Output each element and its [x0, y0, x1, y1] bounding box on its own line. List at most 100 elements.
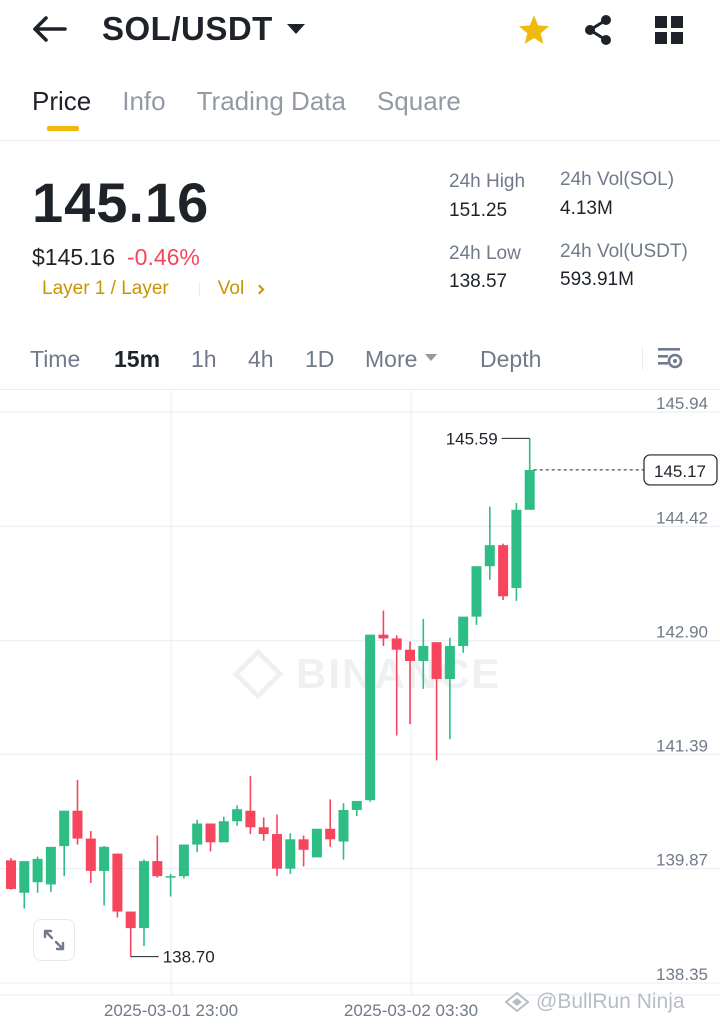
candle-body — [272, 834, 282, 869]
y-axis-label: 141.39 — [656, 736, 708, 755]
y-axis-label: 138.35 — [656, 965, 708, 984]
candle-body — [405, 649, 415, 662]
y-axis-label: 142.90 — [656, 623, 708, 642]
y-axis-label: 145.94 — [656, 394, 708, 413]
last-price-label: 145.17 — [654, 462, 706, 481]
candle-body — [431, 642, 442, 680]
exchange-watermark: BINANCE — [296, 650, 501, 697]
candle-body — [6, 860, 16, 889]
tab-trading-data[interactable]: Trading Data — [196, 86, 346, 116]
candle-body — [285, 839, 296, 869]
price-change-percent: -0.46% — [127, 244, 200, 270]
candle-body — [498, 545, 509, 597]
divider — [0, 140, 720, 141]
high-label: 24h High — [449, 171, 526, 192]
candle-body — [99, 846, 110, 871]
interval-divider — [642, 346, 643, 370]
tab-info[interactable]: Info — [122, 86, 166, 116]
candle-body — [19, 861, 30, 893]
top-bar: SOL/USDT — [0, 0, 720, 60]
chart-settings-icon[interactable] — [656, 344, 688, 374]
candlestick-chart[interactable]: BINANCE 145.94 144.42 142.90 141.39 139.87 138… — [0, 390, 720, 1025]
candle-body — [112, 853, 123, 912]
low-label: 24h Low — [449, 243, 521, 264]
candle-body — [205, 823, 216, 843]
max-price-label: 145.59 — [446, 429, 498, 448]
fiat-price: $145.16 — [32, 244, 116, 270]
candle-body — [245, 810, 256, 828]
pair-selector[interactable]: SOL/USDT — [102, 10, 305, 48]
candle-body — [218, 821, 229, 843]
interval-time[interactable]: Time — [30, 346, 81, 372]
interval-more-label: More — [365, 346, 418, 372]
exchange-logo-watermark — [232, 648, 284, 700]
interval-15m[interactable]: 15m — [114, 346, 161, 372]
candle-body — [258, 827, 269, 835]
vol-label: Vol — [217, 278, 245, 299]
vol-quote-label: 24h Vol(USDT) — [560, 241, 688, 262]
candle-body — [311, 828, 322, 858]
candle-body — [471, 566, 482, 617]
caret-down-icon — [425, 354, 438, 362]
candle-body — [365, 634, 376, 801]
tab-bar: Price Info Trading Data Square — [32, 86, 492, 131]
share-icon[interactable] — [578, 10, 618, 50]
candle-body — [511, 509, 522, 589]
interval-1d[interactable]: 1D — [305, 346, 335, 372]
y-axis-label: 144.42 — [656, 508, 708, 527]
vol-base-label: 24h Vol(SOL) — [560, 169, 675, 190]
interval-4h[interactable]: 4h — [248, 346, 274, 372]
tab-price[interactable]: Price — [32, 86, 91, 131]
candle-body — [338, 809, 349, 842]
candle-body — [165, 876, 176, 878]
last-price: 145.16 — [32, 171, 210, 234]
star-icon[interactable] — [514, 10, 554, 50]
candle-body — [32, 858, 43, 883]
candle-body — [45, 846, 56, 885]
tag-row: Layer 1 / Layer Vol — [42, 278, 265, 300]
creator-watermark: @BullRun Ninja — [504, 990, 685, 1014]
candle-body — [152, 861, 163, 877]
high-value: 151.25 — [449, 200, 508, 221]
divider — [0, 389, 720, 390]
min-price-label: 138.70 — [163, 948, 215, 967]
candle-body — [458, 616, 469, 646]
candle-body — [139, 861, 149, 929]
candle-body — [378, 634, 389, 639]
x-axis-label: 2025-03-01 23:00 — [104, 1001, 238, 1020]
last-price-tag — [643, 454, 718, 486]
candle-body — [418, 645, 429, 662]
candle-body — [192, 823, 203, 845]
candle-body — [85, 838, 96, 871]
candle-body — [59, 810, 70, 847]
expand-icon[interactable] — [33, 919, 75, 961]
chevron-right-icon — [254, 284, 265, 294]
interval-more[interactable]: More — [365, 346, 438, 373]
tab-square[interactable]: Square — [376, 86, 461, 116]
candle-body — [484, 545, 495, 567]
grid-icon[interactable] — [649, 10, 689, 50]
category-tag[interactable]: Layer 1 / Layer — [42, 278, 169, 299]
candle-body — [351, 800, 362, 810]
candle-body — [298, 839, 309, 850]
candle-body — [391, 638, 402, 650]
depth-tab[interactable]: Depth — [480, 346, 542, 372]
caret-down-icon — [286, 24, 305, 34]
watermark-text: @BullRun Ninja — [536, 990, 685, 1013]
diamond-logo-icon — [504, 991, 530, 1013]
candle-body — [325, 828, 336, 840]
candle-body — [125, 911, 136, 929]
candle-body — [444, 645, 455, 680]
pair-title: SOL/USDT — [102, 10, 273, 47]
x-axis-label: 2025-03-02 03:30 — [344, 1001, 478, 1020]
candle-body — [178, 844, 189, 877]
back-arrow-icon[interactable] — [30, 12, 70, 46]
low-value: 138.57 — [449, 271, 508, 292]
candle-body — [232, 809, 243, 822]
candle-body — [72, 810, 83, 839]
y-axis-label: 139.87 — [656, 851, 708, 870]
vol-base-value: 4.13M — [560, 198, 613, 219]
vol-link[interactable]: Vol — [217, 278, 265, 300]
tag-divider — [198, 282, 200, 296]
interval-1h[interactable]: 1h — [191, 346, 217, 372]
